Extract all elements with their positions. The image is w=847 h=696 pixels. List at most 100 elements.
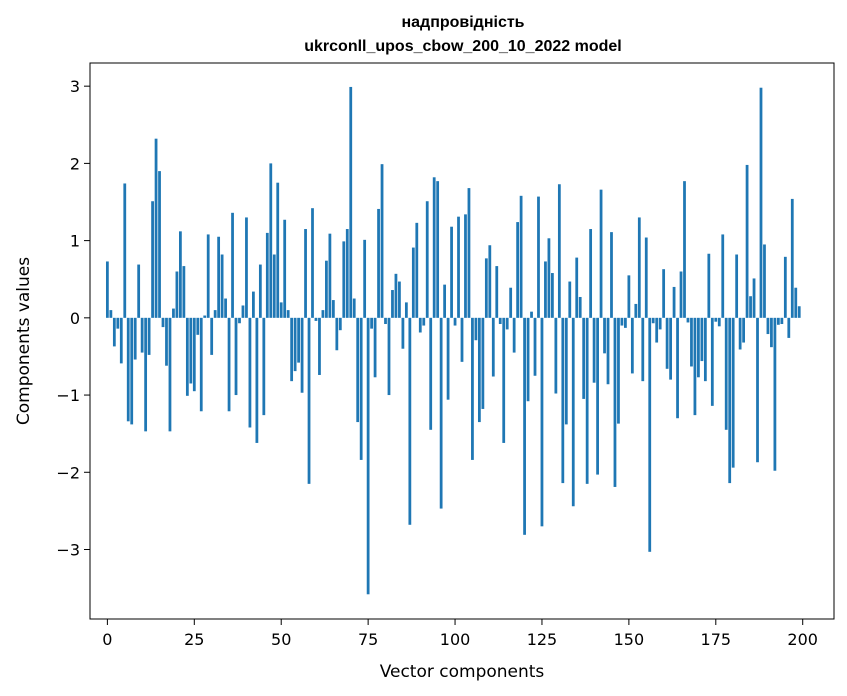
bar	[189, 317, 193, 384]
bar	[199, 317, 203, 412]
bar	[318, 317, 321, 375]
bar	[724, 317, 728, 430]
bar	[624, 317, 627, 328]
y-axis-label: Components values	[14, 257, 34, 425]
bar	[234, 317, 238, 396]
bar	[457, 216, 460, 318]
bar	[603, 317, 606, 354]
bar	[564, 317, 568, 425]
bar	[220, 254, 224, 318]
bar	[325, 260, 328, 318]
bar	[540, 317, 544, 527]
bar	[714, 317, 718, 322]
bar	[780, 317, 784, 325]
bar	[398, 281, 401, 318]
x-tick-label: 150	[614, 630, 645, 649]
bar	[728, 317, 732, 484]
y-tick-label: 0	[70, 309, 80, 328]
bar	[582, 317, 586, 399]
bar	[610, 232, 613, 318]
bar	[335, 317, 339, 351]
bar	[752, 278, 756, 318]
bar	[213, 310, 217, 318]
bar	[617, 317, 620, 424]
bar	[161, 317, 165, 328]
bar	[252, 291, 255, 318]
bar	[401, 317, 405, 349]
x-tick-label: 50	[271, 630, 291, 649]
bar	[697, 317, 700, 378]
bar	[693, 317, 697, 416]
bar	[568, 281, 572, 318]
bar	[707, 253, 711, 318]
bar	[217, 236, 221, 318]
bar	[676, 317, 679, 419]
x-axis-label: Vector components	[380, 662, 545, 682]
bar	[185, 317, 189, 396]
chart-title: надпровідність	[401, 14, 524, 31]
bar	[425, 201, 429, 318]
bar	[147, 317, 151, 355]
bar	[283, 219, 287, 318]
bar	[248, 317, 252, 428]
bar	[759, 87, 763, 318]
bar	[613, 317, 617, 487]
bar	[721, 234, 725, 318]
bar	[338, 317, 342, 331]
bar	[436, 181, 440, 318]
bar	[627, 275, 631, 318]
bar	[119, 317, 123, 364]
bar	[126, 317, 130, 422]
bar	[634, 303, 638, 318]
bar	[571, 317, 575, 507]
bar	[783, 256, 787, 318]
bar	[408, 317, 412, 525]
bar	[262, 317, 266, 416]
bar	[637, 217, 641, 318]
bar	[384, 317, 387, 325]
bar	[168, 317, 172, 432]
bar	[443, 284, 447, 318]
bar	[356, 317, 360, 423]
bar	[516, 222, 520, 318]
bar	[144, 317, 148, 432]
bar	[505, 317, 509, 330]
bar	[349, 86, 353, 318]
bar	[151, 201, 154, 318]
bar	[523, 317, 526, 535]
bar	[300, 317, 304, 393]
bar	[794, 287, 798, 318]
bar	[651, 317, 655, 324]
bar	[471, 317, 474, 460]
bar	[290, 317, 294, 382]
bar	[735, 254, 739, 318]
bar	[133, 317, 137, 360]
bar	[596, 317, 599, 475]
bar	[530, 311, 533, 318]
bar	[238, 317, 241, 324]
bar	[439, 317, 443, 509]
bar	[648, 317, 652, 552]
bar	[172, 308, 175, 318]
bar	[387, 317, 391, 396]
bar	[491, 317, 495, 377]
x-axis-ticks: 0 25 50 75 100 125 150 175 200	[102, 619, 818, 649]
bar	[547, 238, 551, 318]
bar	[464, 214, 467, 318]
y-tick-label: −3	[56, 541, 80, 560]
y-tick-label: 2	[70, 154, 80, 173]
bar	[297, 317, 300, 363]
bar	[179, 231, 182, 318]
bars-group	[105, 86, 801, 595]
bar	[742, 317, 745, 343]
bar	[641, 317, 645, 382]
bar	[328, 233, 332, 318]
bar	[404, 302, 408, 318]
bar	[109, 310, 113, 318]
bar	[749, 296, 752, 318]
x-tick-label: 75	[358, 630, 378, 649]
bar	[293, 317, 297, 372]
chart-subtitle: ukrconll_upos_cbow_200_10_2022 model	[304, 38, 621, 55]
bar	[366, 317, 370, 595]
